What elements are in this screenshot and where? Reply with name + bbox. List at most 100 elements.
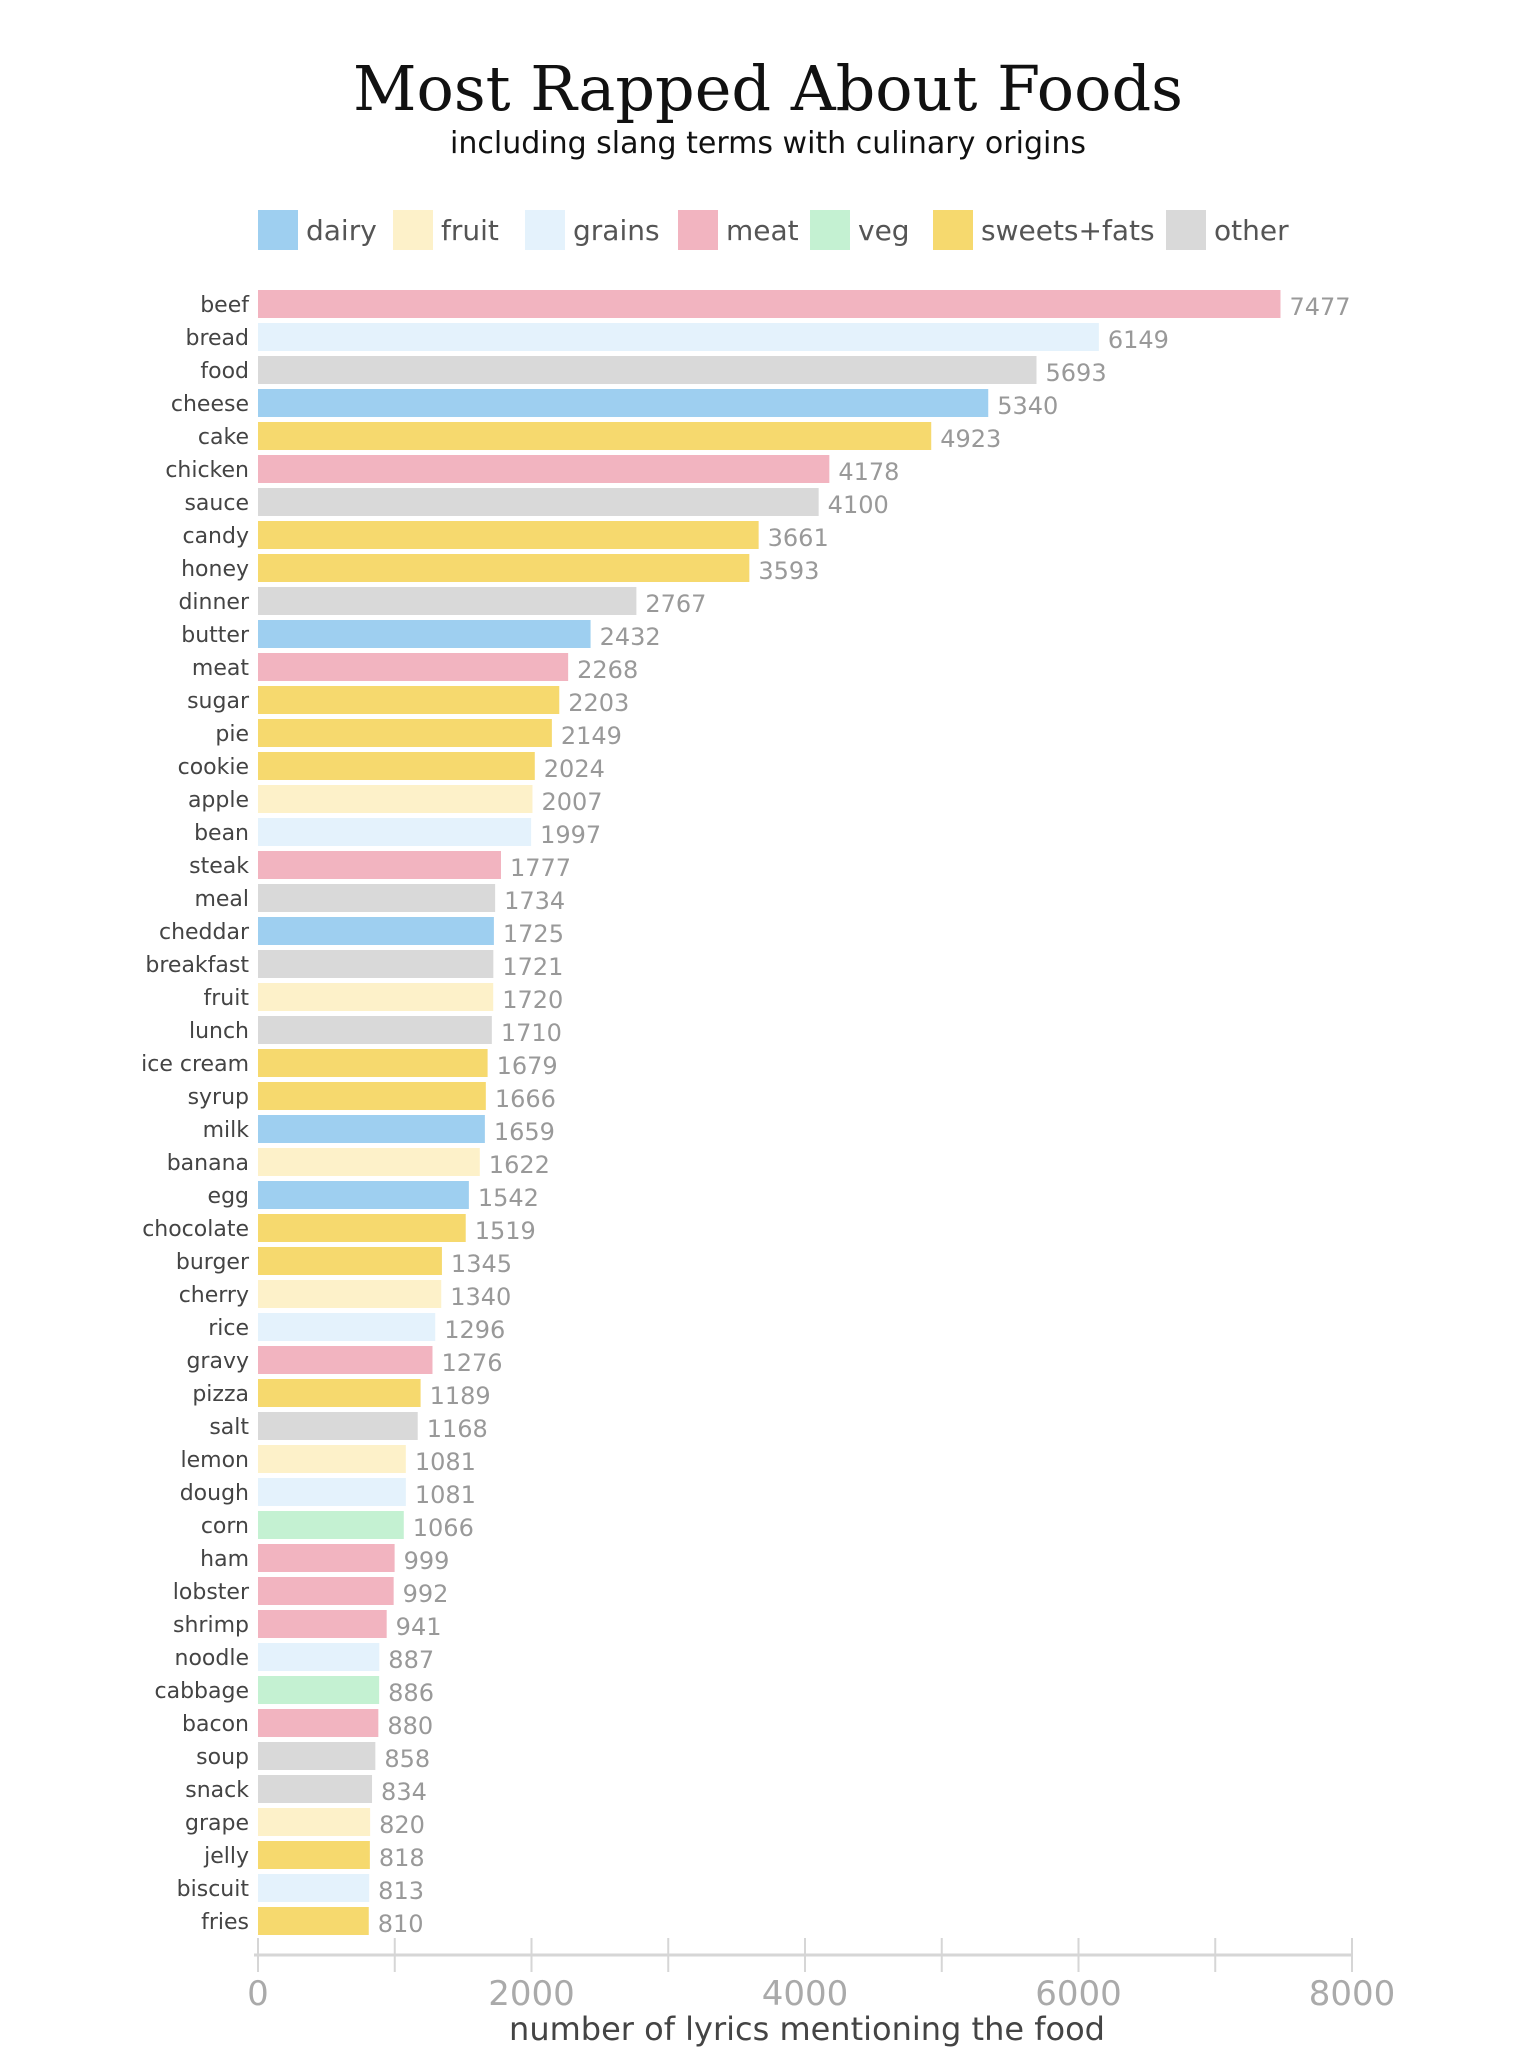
value-label: 1296 xyxy=(444,1316,505,1344)
bar-ham xyxy=(258,1544,395,1572)
value-label: 1622 xyxy=(489,1151,550,1179)
bar-cake xyxy=(258,422,932,450)
value-label: 2024 xyxy=(544,755,605,783)
legend-swatch-meat xyxy=(678,210,718,250)
bar-meal xyxy=(258,884,496,912)
category-label: gravy xyxy=(186,1349,249,1374)
category-label: dinner xyxy=(178,590,249,615)
value-label: 2007 xyxy=(541,788,602,816)
category-label: burger xyxy=(176,1250,250,1275)
bar-dinner xyxy=(258,587,637,615)
value-label: 1345 xyxy=(451,1250,512,1278)
category-label: shrimp xyxy=(173,1613,249,1638)
legend-swatch-sweets_fats xyxy=(933,210,973,250)
category-label: meat xyxy=(192,656,249,681)
value-label: 2767 xyxy=(645,590,706,618)
bar-fries xyxy=(258,1907,369,1935)
value-label: 880 xyxy=(387,1712,433,1740)
x-axis-title: number of lyrics mentioning the food xyxy=(509,2010,1105,2048)
value-label: 887 xyxy=(388,1646,434,1674)
bar-sauce xyxy=(258,488,819,516)
category-label: cheese xyxy=(171,392,249,417)
bar-salt xyxy=(258,1412,418,1440)
legend-label-fruit: fruit xyxy=(441,214,499,247)
category-label: cookie xyxy=(178,755,249,780)
value-label: 941 xyxy=(396,1613,442,1641)
legend-swatch-veg xyxy=(810,210,850,250)
value-label: 834 xyxy=(381,1778,427,1806)
value-label: 858 xyxy=(384,1745,430,1773)
value-label: 820 xyxy=(379,1811,425,1839)
bar-rice xyxy=(258,1313,436,1341)
value-label: 1659 xyxy=(494,1118,555,1146)
value-label: 1997 xyxy=(540,821,601,849)
bar-cheese xyxy=(258,389,989,417)
value-label: 2149 xyxy=(561,722,622,750)
bar-lunch xyxy=(258,1016,492,1044)
bar-banana xyxy=(258,1148,480,1176)
category-label: cherry xyxy=(179,1283,249,1308)
bar-chocolate xyxy=(258,1214,466,1242)
value-label: 5693 xyxy=(1046,359,1107,387)
value-label: 1679 xyxy=(497,1052,558,1080)
category-label: ice cream xyxy=(141,1052,249,1077)
value-label: 4178 xyxy=(838,458,899,486)
category-label: butter xyxy=(181,623,250,648)
category-label: jelly xyxy=(203,1844,249,1869)
legend-label-meat: meat xyxy=(726,214,799,247)
bar-meat xyxy=(258,653,569,681)
chart-title: Most Rapped About Foods xyxy=(353,52,1183,125)
bar-milk xyxy=(258,1115,485,1143)
category-label: chicken xyxy=(165,458,249,483)
category-label: rice xyxy=(208,1316,249,1341)
value-label: 5340 xyxy=(997,392,1058,420)
x-tick-label: 4000 xyxy=(762,1974,849,2014)
legend-swatch-dairy xyxy=(258,210,298,250)
legend-label-other: other xyxy=(1214,214,1289,247)
value-label: 1168 xyxy=(427,1415,488,1443)
category-label: bacon xyxy=(182,1712,249,1737)
bar-lobster xyxy=(258,1577,394,1605)
value-label: 2203 xyxy=(568,689,629,717)
category-label: lemon xyxy=(181,1448,249,1473)
x-tick-label: 8000 xyxy=(1309,1974,1396,2014)
bar-snack xyxy=(258,1775,373,1803)
value-label: 813 xyxy=(378,1877,424,1905)
bar-fruit xyxy=(258,983,494,1011)
value-label: 1189 xyxy=(430,1382,491,1410)
bar-cherry xyxy=(258,1280,442,1308)
bar-cheddar xyxy=(258,917,494,945)
category-label: lunch xyxy=(189,1019,249,1044)
category-label: apple xyxy=(188,788,249,813)
category-label: sauce xyxy=(184,491,249,516)
x-tick-label: 0 xyxy=(247,1974,269,2014)
category-label: sugar xyxy=(187,689,250,714)
category-label: fruit xyxy=(204,986,250,1011)
value-label: 886 xyxy=(388,1679,434,1707)
bar-butter xyxy=(258,620,591,648)
category-label: cabbage xyxy=(155,1679,250,1704)
bar-dough xyxy=(258,1478,406,1506)
bar-ice-cream xyxy=(258,1049,488,1077)
category-label: cake xyxy=(198,425,249,450)
category-label: ham xyxy=(200,1547,249,1572)
bar-bean xyxy=(258,818,532,846)
category-label: candy xyxy=(182,524,249,549)
bar-jelly xyxy=(258,1841,370,1869)
chart-subtitle: including slang terms with culinary orig… xyxy=(450,126,1086,161)
category-label: dough xyxy=(180,1481,249,1506)
category-label: egg xyxy=(208,1184,249,1209)
category-label: fries xyxy=(201,1910,249,1935)
bar-grape xyxy=(258,1808,371,1836)
legend-swatch-grains xyxy=(525,210,565,250)
bar-food xyxy=(258,356,1037,384)
category-label: meal xyxy=(194,887,249,912)
value-label: 6149 xyxy=(1108,326,1169,354)
bar-biscuit xyxy=(258,1874,370,1902)
category-label: noodle xyxy=(175,1646,249,1671)
bar-gravy xyxy=(258,1346,433,1374)
category-label: cheddar xyxy=(159,920,250,945)
bar-pizza xyxy=(258,1379,421,1407)
category-label: snack xyxy=(185,1778,249,1803)
